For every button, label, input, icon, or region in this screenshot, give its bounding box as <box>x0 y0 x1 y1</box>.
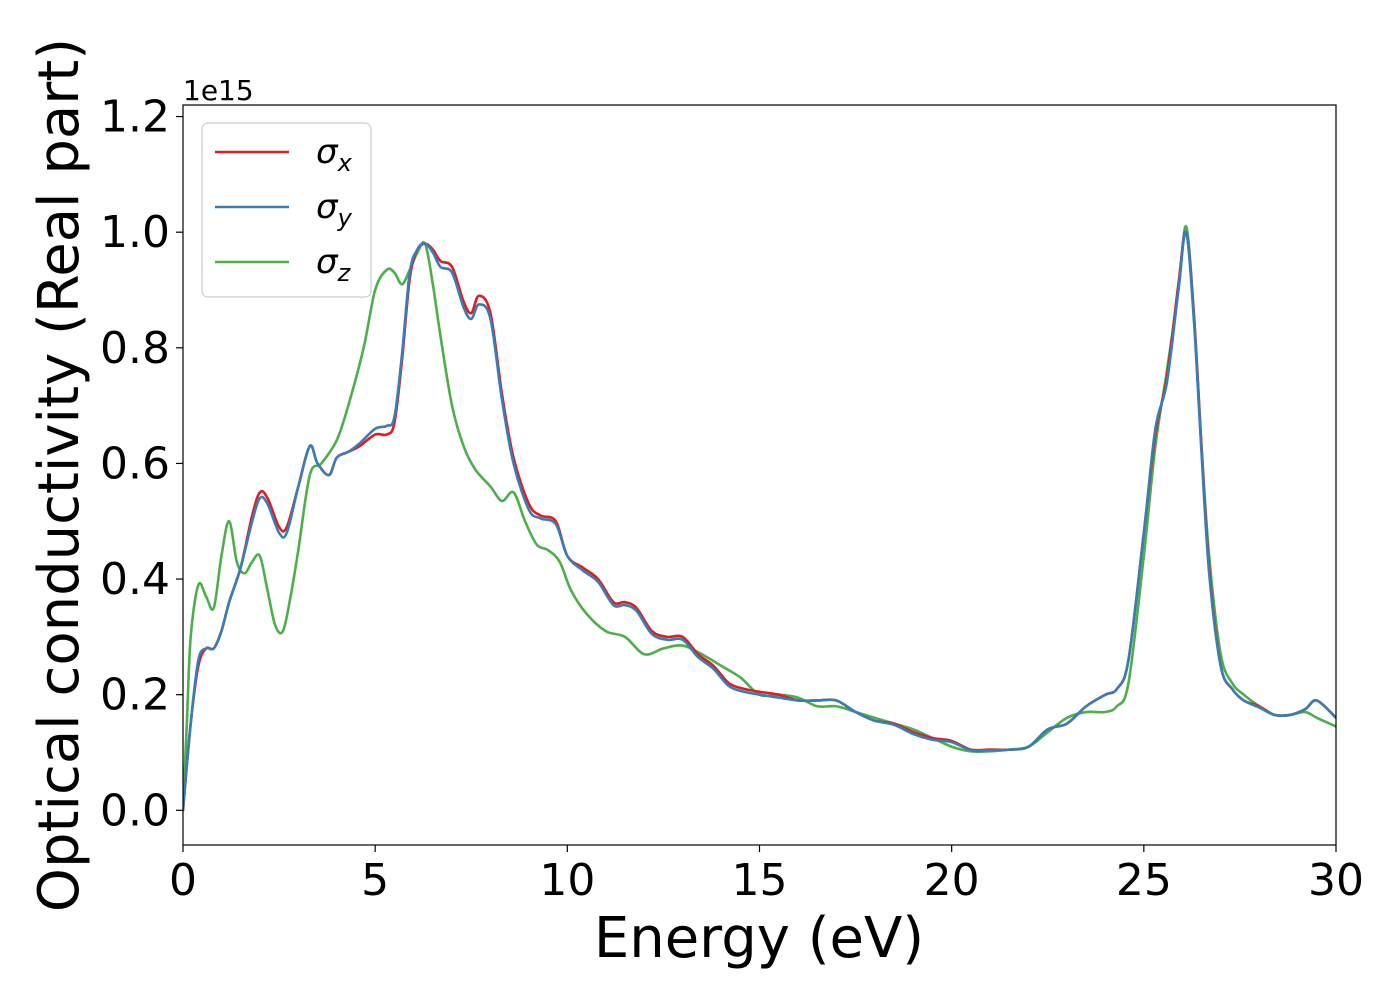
x-axis-label: Energy (eV) <box>594 906 924 971</box>
y-tick-label: 0.4 <box>100 554 170 605</box>
x-tick-label: 10 <box>539 855 595 906</box>
y-offset-label: 1e15 <box>183 74 254 107</box>
y-axis-label: Optical conductivity (Real part) <box>27 38 92 912</box>
y-tick-label: 0.0 <box>100 785 170 836</box>
x-tick-label: 5 <box>361 855 389 906</box>
y-axis-ticks: 0.0 0.2 0.4 0.6 0.8 1.0 1.2 <box>100 92 183 836</box>
y-tick-label: 0.8 <box>100 323 170 374</box>
legend-frame <box>201 122 372 298</box>
x-tick-label: 30 <box>1308 855 1364 906</box>
y-tick-label: 1.0 <box>100 207 170 258</box>
x-tick-label: 15 <box>732 855 788 906</box>
legend-subscript: z <box>337 259 352 287</box>
x-tick-label: 0 <box>169 855 197 906</box>
x-tick-label: 25 <box>1116 855 1172 906</box>
y-tick-label: 0.2 <box>100 670 170 721</box>
x-axis-ticks: 0 5 10 15 20 25 30 <box>169 845 1364 906</box>
series-line-y <box>183 230 1336 812</box>
legend-subscript: y <box>337 204 353 232</box>
y-tick-label: 1.2 <box>100 92 170 143</box>
series-layer <box>183 225 1336 812</box>
y-tick-label: 0.6 <box>100 438 170 489</box>
x-tick-label: 20 <box>924 855 980 906</box>
legend-subscript: x <box>337 149 353 177</box>
